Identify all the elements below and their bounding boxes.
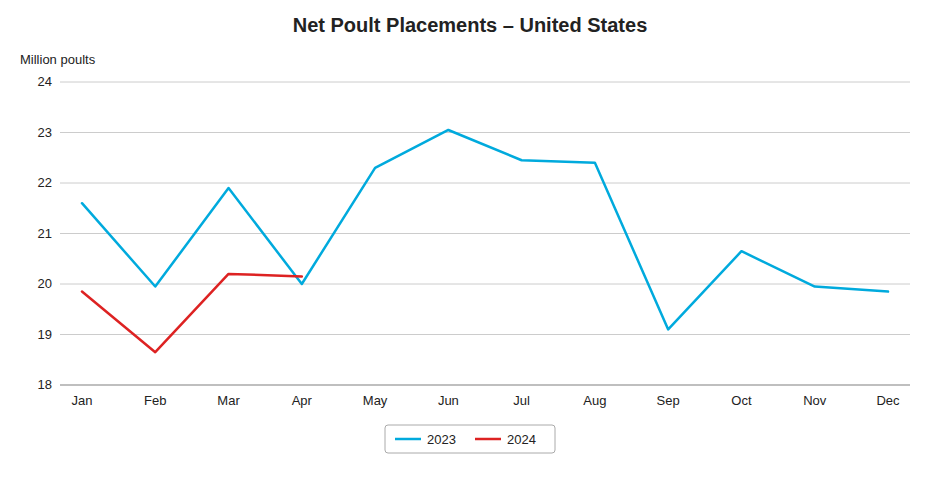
x-tick-label: Jul [513,393,530,408]
chart-title: Net Poult Placements – United States [293,14,648,36]
series-line [82,274,302,352]
y-tick-label: 18 [38,377,52,392]
x-tick-label: Feb [144,393,166,408]
series-group [82,130,888,352]
grid-line [60,82,910,83]
x-tick-label: Sep [657,393,680,408]
legend-frame [385,425,555,453]
x-tick-label: Aug [583,393,606,408]
grid-line [60,183,910,184]
y-axis-label: Million poults [20,52,96,67]
y-tick-label: 19 [38,327,52,342]
grid-line [60,132,910,133]
chart-container: Net Poult Placements – United States Mill… [0,0,940,492]
x-tick-label: Apr [292,393,313,408]
y-tick-label: 20 [38,276,52,291]
x-tick-label: Jun [438,393,459,408]
legend-swatch [475,438,501,441]
y-grid [60,82,910,385]
legend-label: 2023 [427,432,456,447]
legend: 2023 2024 [385,425,555,453]
x-tick-label: Mar [217,393,240,408]
legend-swatch [395,438,421,441]
y-tick-label: 22 [38,175,52,190]
y-tick-label: 24 [38,74,52,89]
x-tick-label: Nov [803,393,827,408]
legend-label: 2024 [507,432,536,447]
x-tick-label: Jan [71,393,92,408]
grid-line [60,233,910,234]
grid-line [60,284,910,285]
x-tick-label: May [363,393,388,408]
grid-line [60,334,910,335]
x-tick-label: Dec [876,393,900,408]
grid-line [60,385,910,386]
x-tick-label: Oct [731,393,752,408]
x-axis-line [60,385,910,386]
y-tick-label: 21 [38,226,52,241]
chart-svg: Net Poult Placements – United States Mill… [0,0,940,492]
y-tick-label: 23 [38,125,52,140]
